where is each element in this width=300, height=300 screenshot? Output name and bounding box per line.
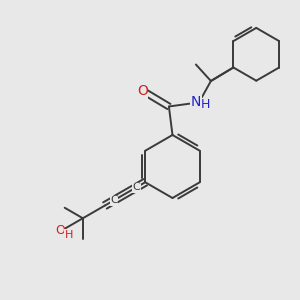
Text: C: C (110, 195, 118, 205)
Text: H: H (201, 98, 211, 112)
Text: N: N (191, 95, 201, 109)
Text: C: C (132, 182, 140, 193)
Text: O: O (55, 224, 65, 237)
Text: O: O (137, 84, 148, 98)
Text: H: H (64, 230, 73, 240)
